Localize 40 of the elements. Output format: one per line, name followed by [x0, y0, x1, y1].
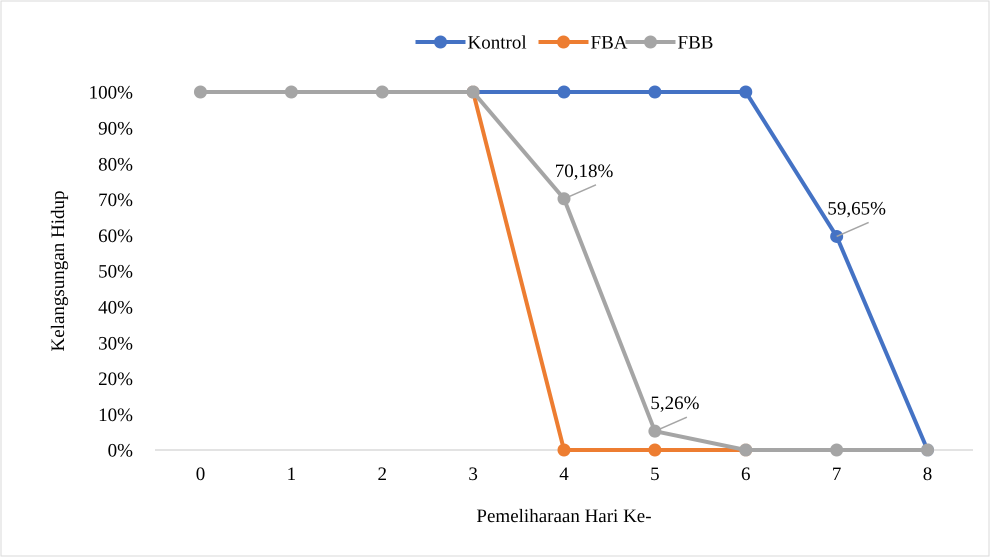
point — [648, 424, 662, 438]
annotation: 5,26% — [650, 393, 700, 414]
x-tick-label: 7 — [832, 464, 842, 485]
point — [558, 444, 570, 456]
point — [830, 230, 844, 243]
point — [284, 86, 298, 98]
legend-label: FBA — [590, 32, 628, 54]
y-tick-label: 80% — [98, 154, 134, 176]
annotation: 70,18% — [554, 160, 614, 182]
x-tick-label: 4 — [559, 464, 570, 485]
point — [376, 86, 389, 98]
x-tick-label: 0 — [196, 464, 206, 485]
point — [558, 192, 570, 206]
x-tick-label: 6 — [741, 464, 751, 485]
point — [648, 444, 662, 456]
y-tick-label: 60% — [98, 226, 134, 247]
legend-label: FBB — [678, 32, 714, 54]
x-tick-label: 1 — [286, 464, 296, 485]
y-tick-label: 90% — [98, 118, 134, 140]
y-tick-label: 30% — [98, 333, 134, 354]
y-tick-label: 40% — [98, 297, 134, 318]
y-tick-label: 70% — [98, 190, 134, 212]
legend-label: Kontrol — [468, 32, 527, 54]
point — [739, 86, 752, 98]
y-tick-label: 100% — [88, 82, 134, 104]
annotation: 59,65% — [827, 198, 886, 220]
x-tick-label: 8 — [922, 464, 932, 485]
point — [558, 86, 570, 98]
point — [194, 86, 207, 98]
point — [830, 444, 844, 456]
point — [648, 86, 662, 98]
y-axis-title: Kelangsungan Hidup — [48, 190, 69, 352]
x-tick-label: 3 — [468, 464, 478, 485]
y-tick-label: 20% — [98, 369, 134, 390]
y-tick-label: 50% — [98, 262, 134, 283]
y-tick-label: 0% — [108, 440, 134, 462]
x-tick-label: 2 — [377, 464, 387, 485]
x-tick-label: 5 — [650, 464, 660, 485]
x-axis-title: Pemeliharaan Hari Ke- — [476, 506, 652, 527]
y-tick-label: 10% — [98, 404, 134, 426]
